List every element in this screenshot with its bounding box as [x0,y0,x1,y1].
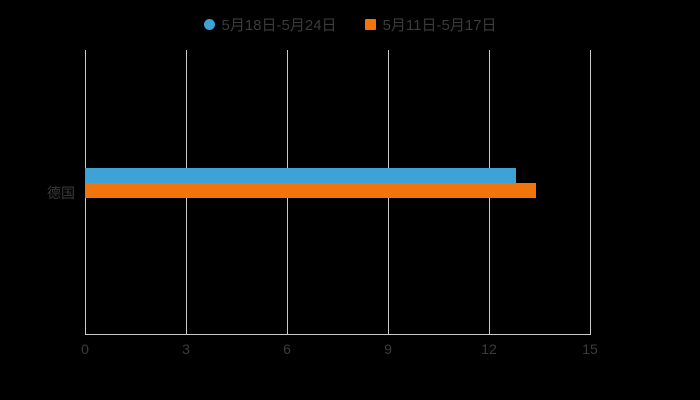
legend-label-series2: 5月11日-5月17日 [383,14,497,35]
legend: 5月18日-5月24日 5月11日-5月17日 [0,14,700,35]
legend-marker-series2-icon [365,19,376,30]
legend-label-series1: 5月18日-5月24日 [222,14,337,35]
legend-item-1[interactable]: 5月11日-5月17日 [365,14,497,35]
tick-label-15: 15 [582,341,598,357]
tick-label-0: 0 [81,341,89,357]
gridline-15 [590,50,591,335]
category-label-germany: 德国 [15,183,75,203]
tick-label-6: 6 [283,341,291,357]
legend-item-0[interactable]: 5月18日-5月24日 [204,14,337,35]
tick-label-3: 3 [182,341,190,357]
bar-series2-germany[interactable] [85,183,536,198]
plot-area: 0 3 6 9 12 15 德国 [85,50,590,335]
x-axis-line [85,334,590,335]
tick-label-9: 9 [384,341,392,357]
tick-label-12: 12 [481,341,497,357]
bar-series1-germany[interactable] [85,168,516,183]
chart-container: 5月18日-5月24日 5月11日-5月17日 0 3 6 9 12 15 德国 [0,0,700,400]
legend-marker-series1-icon [204,19,215,30]
